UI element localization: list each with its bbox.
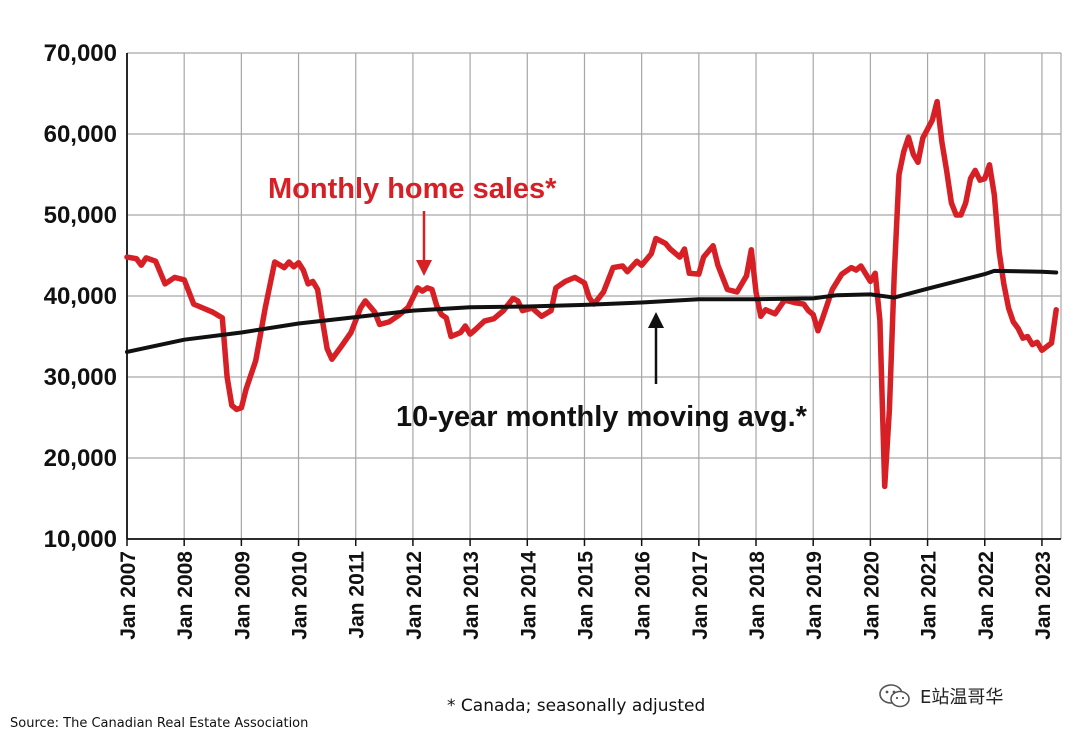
x-tick-label: Jan 2015 — [574, 551, 597, 640]
wechat-icon — [879, 684, 910, 708]
y-tick-label: 10,000 — [44, 526, 117, 553]
x-tick-label: Jan 2009 — [231, 551, 254, 640]
x-tick-label: Jan 2014 — [517, 551, 540, 640]
x-tick-label: Jan 2021 — [918, 551, 941, 640]
footnote: * Canada; seasonally adjusted — [447, 696, 706, 716]
axes — [126, 53, 1061, 546]
series-line-monthly-home-sales — [124, 98, 1059, 490]
y-tick-label: 30,000 — [44, 364, 117, 391]
x-tick-label: Jan 2012 — [403, 551, 426, 640]
y-tick-label: 70,000 — [44, 40, 117, 67]
annotation-moving-average: 10-year monthly moving avg.* — [396, 401, 808, 433]
x-tick-labels: Jan 2007 Jan 2008 Jan 2009 Jan 2010 Jan 2011… — [117, 551, 1055, 640]
x-tick-label: Jan 2022 — [975, 551, 998, 640]
x-tick-label: Jan 2018 — [746, 551, 769, 640]
x-tick-label: Jan 2020 — [860, 551, 883, 640]
y-tick-label: 50,000 — [44, 202, 117, 229]
x-tick-label: Jan 2023 — [1032, 551, 1055, 640]
y-tick-label: 40,000 — [44, 283, 117, 310]
annotation-monthly-home-sales: Monthly home sales* — [268, 173, 557, 205]
y-tick-label: 20,000 — [44, 445, 117, 472]
series-line-moving-average — [125, 268, 1059, 354]
x-tick-label: Jan 2016 — [632, 551, 655, 640]
series-lines — [124, 98, 1059, 490]
x-tick-label: Jan 2017 — [689, 551, 712, 640]
source-note: Source: The Canadian Real Estate Associa… — [10, 716, 309, 731]
x-tick-label: Jan 2008 — [174, 551, 197, 640]
y-tick-labels: 10,000 20,000 30,000 40,000 50,000 60,000 70,0… — [44, 40, 117, 553]
watermark: E站温哥华 — [878, 681, 1003, 711]
x-tick-label: Jan 2007 — [117, 551, 140, 640]
x-tick-label: Jan 2013 — [460, 551, 483, 640]
x-tick-label: Jan 2011 — [346, 551, 369, 639]
arrow-red-head — [416, 260, 432, 276]
arrow-black-head — [648, 312, 664, 328]
y-tick-label: 60,000 — [44, 121, 117, 148]
x-tick-label: Jan 2010 — [289, 551, 312, 640]
annotations: Monthly home sales* 10-year monthly movi… — [268, 173, 808, 433]
x-tick-label: Jan 2019 — [803, 551, 826, 640]
watermark-text: E站温哥华 — [920, 687, 1004, 708]
